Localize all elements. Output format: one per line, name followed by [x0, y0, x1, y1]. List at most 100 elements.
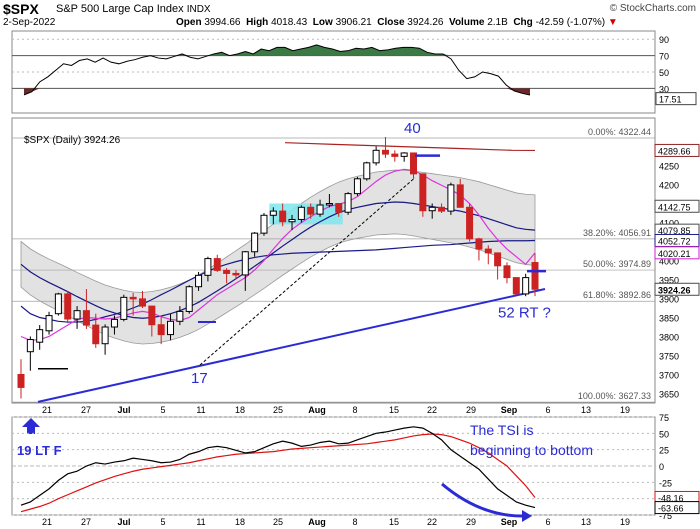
- tsi-x-tick: 19: [620, 517, 630, 527]
- short-term-trendline: [199, 177, 416, 366]
- fib-level-label: 100.00%: 3627.33: [578, 391, 651, 401]
- candle-body: [241, 251, 249, 276]
- symbol-description: S&P 500 Large Cap Index INDX: [56, 3, 211, 15]
- tsi-x-tick: 13: [581, 517, 591, 527]
- tsi-tick-label: -25: [659, 478, 672, 488]
- price-x-tick: Jul: [117, 405, 130, 415]
- tsi-x-tick: Sep: [501, 517, 518, 527]
- candle-body: [213, 258, 221, 271]
- candle-body: [73, 310, 81, 320]
- candle-body: [363, 162, 371, 180]
- fib-level-label: 38.20%: 4056.91: [583, 228, 651, 238]
- tsi-line: [20, 426, 536, 509]
- annotation-52-rt: 52 RT ?: [498, 305, 551, 322]
- candle-body: [157, 324, 165, 336]
- price-tick-label: 3700: [659, 371, 679, 381]
- candle-body: [372, 149, 380, 164]
- price-x-tick: 15: [389, 405, 399, 415]
- chart-header: $SPX S&P 500 Large Cap Index INDX © Stoc…: [0, 0, 700, 30]
- rsi-tick-label: 70: [659, 52, 669, 62]
- price-x-tick: Sep: [501, 405, 518, 415]
- rsi-oversold-fill: [24, 88, 530, 95]
- candle-body: [353, 178, 361, 195]
- tsi-last-value: -63.66: [658, 504, 684, 514]
- candle-body: [438, 206, 446, 212]
- candle-body: [64, 293, 72, 320]
- fib-level-label: 61.80%: 3892.86: [583, 290, 651, 300]
- candle-body: [36, 329, 44, 343]
- candle-body: [26, 339, 34, 353]
- brand-watermark: © StockCharts.com: [609, 3, 696, 14]
- price-tick-label: 3800: [659, 333, 679, 343]
- fib-level-label: 50.00%: 3974.89: [583, 259, 651, 269]
- rsi-overbought-fill: [24, 44, 530, 56]
- candle-body: [307, 206, 315, 215]
- candle-body: [223, 269, 231, 274]
- candle-body: [101, 326, 109, 345]
- price-x-tick: 8: [352, 405, 357, 415]
- price-x-tick: 27: [81, 405, 91, 415]
- candle-body: [381, 149, 389, 155]
- tsi-x-tick: 6: [545, 517, 550, 527]
- annotation-40: 40: [404, 120, 421, 137]
- candle-body: [447, 184, 455, 212]
- candle-body: [522, 277, 530, 295]
- price-tick-label: 3900: [659, 295, 679, 305]
- price-x-tick: 22: [427, 405, 437, 415]
- candle-body: [110, 318, 118, 328]
- tsi-x-tick: 22: [427, 517, 437, 527]
- candle-body: [428, 206, 436, 212]
- price-tick-label: 3750: [659, 352, 679, 362]
- price-x-tick: 5: [160, 405, 165, 415]
- tsi-tick-label: 75: [659, 413, 669, 423]
- up-arrow-icon: [22, 418, 40, 434]
- symbol: $SPX: [3, 1, 39, 17]
- tsi-last-value: -48.16: [658, 493, 684, 503]
- candle-body: [82, 310, 90, 326]
- candle-body: [335, 203, 343, 213]
- ohlc-summary: Open 3994.66 High 4018.43 Low 3906.21 Cl…: [176, 17, 618, 28]
- tsi-last-value-box: [654, 501, 700, 515]
- candle-body: [260, 214, 268, 234]
- price-tick-label: 3850: [659, 314, 679, 324]
- sma-mid-line: [20, 239, 536, 323]
- tsi-bottom-arc: [441, 482, 523, 518]
- tsi-tick-label: 50: [659, 429, 669, 439]
- candle-body: [494, 252, 502, 267]
- rsi-tick-label: 90: [659, 35, 669, 45]
- price-label-value: 4289.66: [658, 146, 691, 156]
- tsi-tick-label: -75: [659, 511, 672, 521]
- price-label-box: [654, 282, 700, 296]
- price-label-box: [654, 143, 700, 157]
- candle-body: [92, 324, 100, 345]
- tsi-x-tick: 21: [42, 517, 52, 527]
- price-panel-title: $SPX (Daily) 3924.26: [24, 135, 121, 146]
- price-tick-label: 3950: [659, 276, 679, 286]
- tsi-x-tick: Jul: [117, 517, 130, 527]
- price-label-value: 4052.72: [658, 236, 691, 246]
- tsi-x-tick: 25: [273, 517, 283, 527]
- candle-body: [176, 310, 184, 322]
- candle-body: [400, 152, 408, 157]
- candle-body: [45, 315, 53, 332]
- candle-body: [17, 374, 25, 388]
- price-tick-label: 4100: [659, 219, 679, 229]
- candle-body: [419, 173, 427, 212]
- candle-body: [466, 206, 474, 240]
- fib-level-label: 0.00%: 4322.44: [588, 127, 651, 137]
- price-label-value: 4020.21: [658, 249, 691, 259]
- price-x-tick: Aug: [308, 405, 326, 415]
- candle-body: [456, 184, 464, 208]
- rsi-line: [23, 44, 531, 96]
- tsi-x-tick: 5: [160, 517, 165, 527]
- candle-body: [232, 272, 240, 276]
- candle-body: [129, 296, 137, 300]
- candle-body: [269, 210, 277, 216]
- candle-body: [410, 152, 418, 175]
- price-label-value: 3924.26: [658, 285, 691, 295]
- price-label-box: [654, 246, 700, 260]
- tsi-x-tick: Aug: [308, 517, 326, 527]
- candle-body: [251, 232, 259, 253]
- rsi-tick-label: 30: [659, 84, 669, 94]
